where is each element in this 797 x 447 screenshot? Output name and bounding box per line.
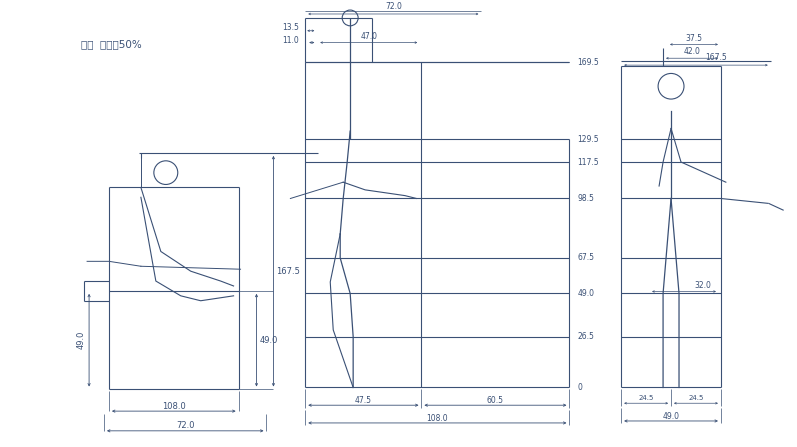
Text: 129.5: 129.5 [577,135,599,143]
Text: 24.5: 24.5 [638,395,654,401]
Text: 72.0: 72.0 [385,2,402,11]
Text: 72.0: 72.0 [176,422,194,430]
Text: 49.0: 49.0 [577,289,595,298]
Text: 32.0: 32.0 [694,281,712,290]
Text: 0: 0 [577,383,583,392]
Text: 49.0: 49.0 [77,331,85,350]
Text: 167.5: 167.5 [277,267,300,276]
Text: 60.5: 60.5 [487,396,504,405]
Text: 42.0: 42.0 [684,47,701,56]
Text: 26.5: 26.5 [577,332,595,341]
Text: 男子  統計率50%: 男子 統計率50% [81,40,142,50]
Text: 167.5: 167.5 [705,53,727,62]
Text: 98.5: 98.5 [577,194,595,203]
Text: 11.0: 11.0 [283,36,300,45]
Text: 108.0: 108.0 [426,413,448,422]
Text: 47.5: 47.5 [355,396,372,405]
Text: 24.5: 24.5 [689,395,704,401]
Text: 49.0: 49.0 [662,412,680,421]
Text: 13.5: 13.5 [282,23,300,32]
Text: 117.5: 117.5 [577,157,599,167]
Text: 49.0: 49.0 [260,336,278,345]
Text: 108.0: 108.0 [162,402,186,411]
Text: 67.5: 67.5 [577,253,595,262]
Text: 169.5: 169.5 [577,58,599,67]
Text: 37.5: 37.5 [685,34,702,43]
Text: 47.0: 47.0 [360,32,377,41]
